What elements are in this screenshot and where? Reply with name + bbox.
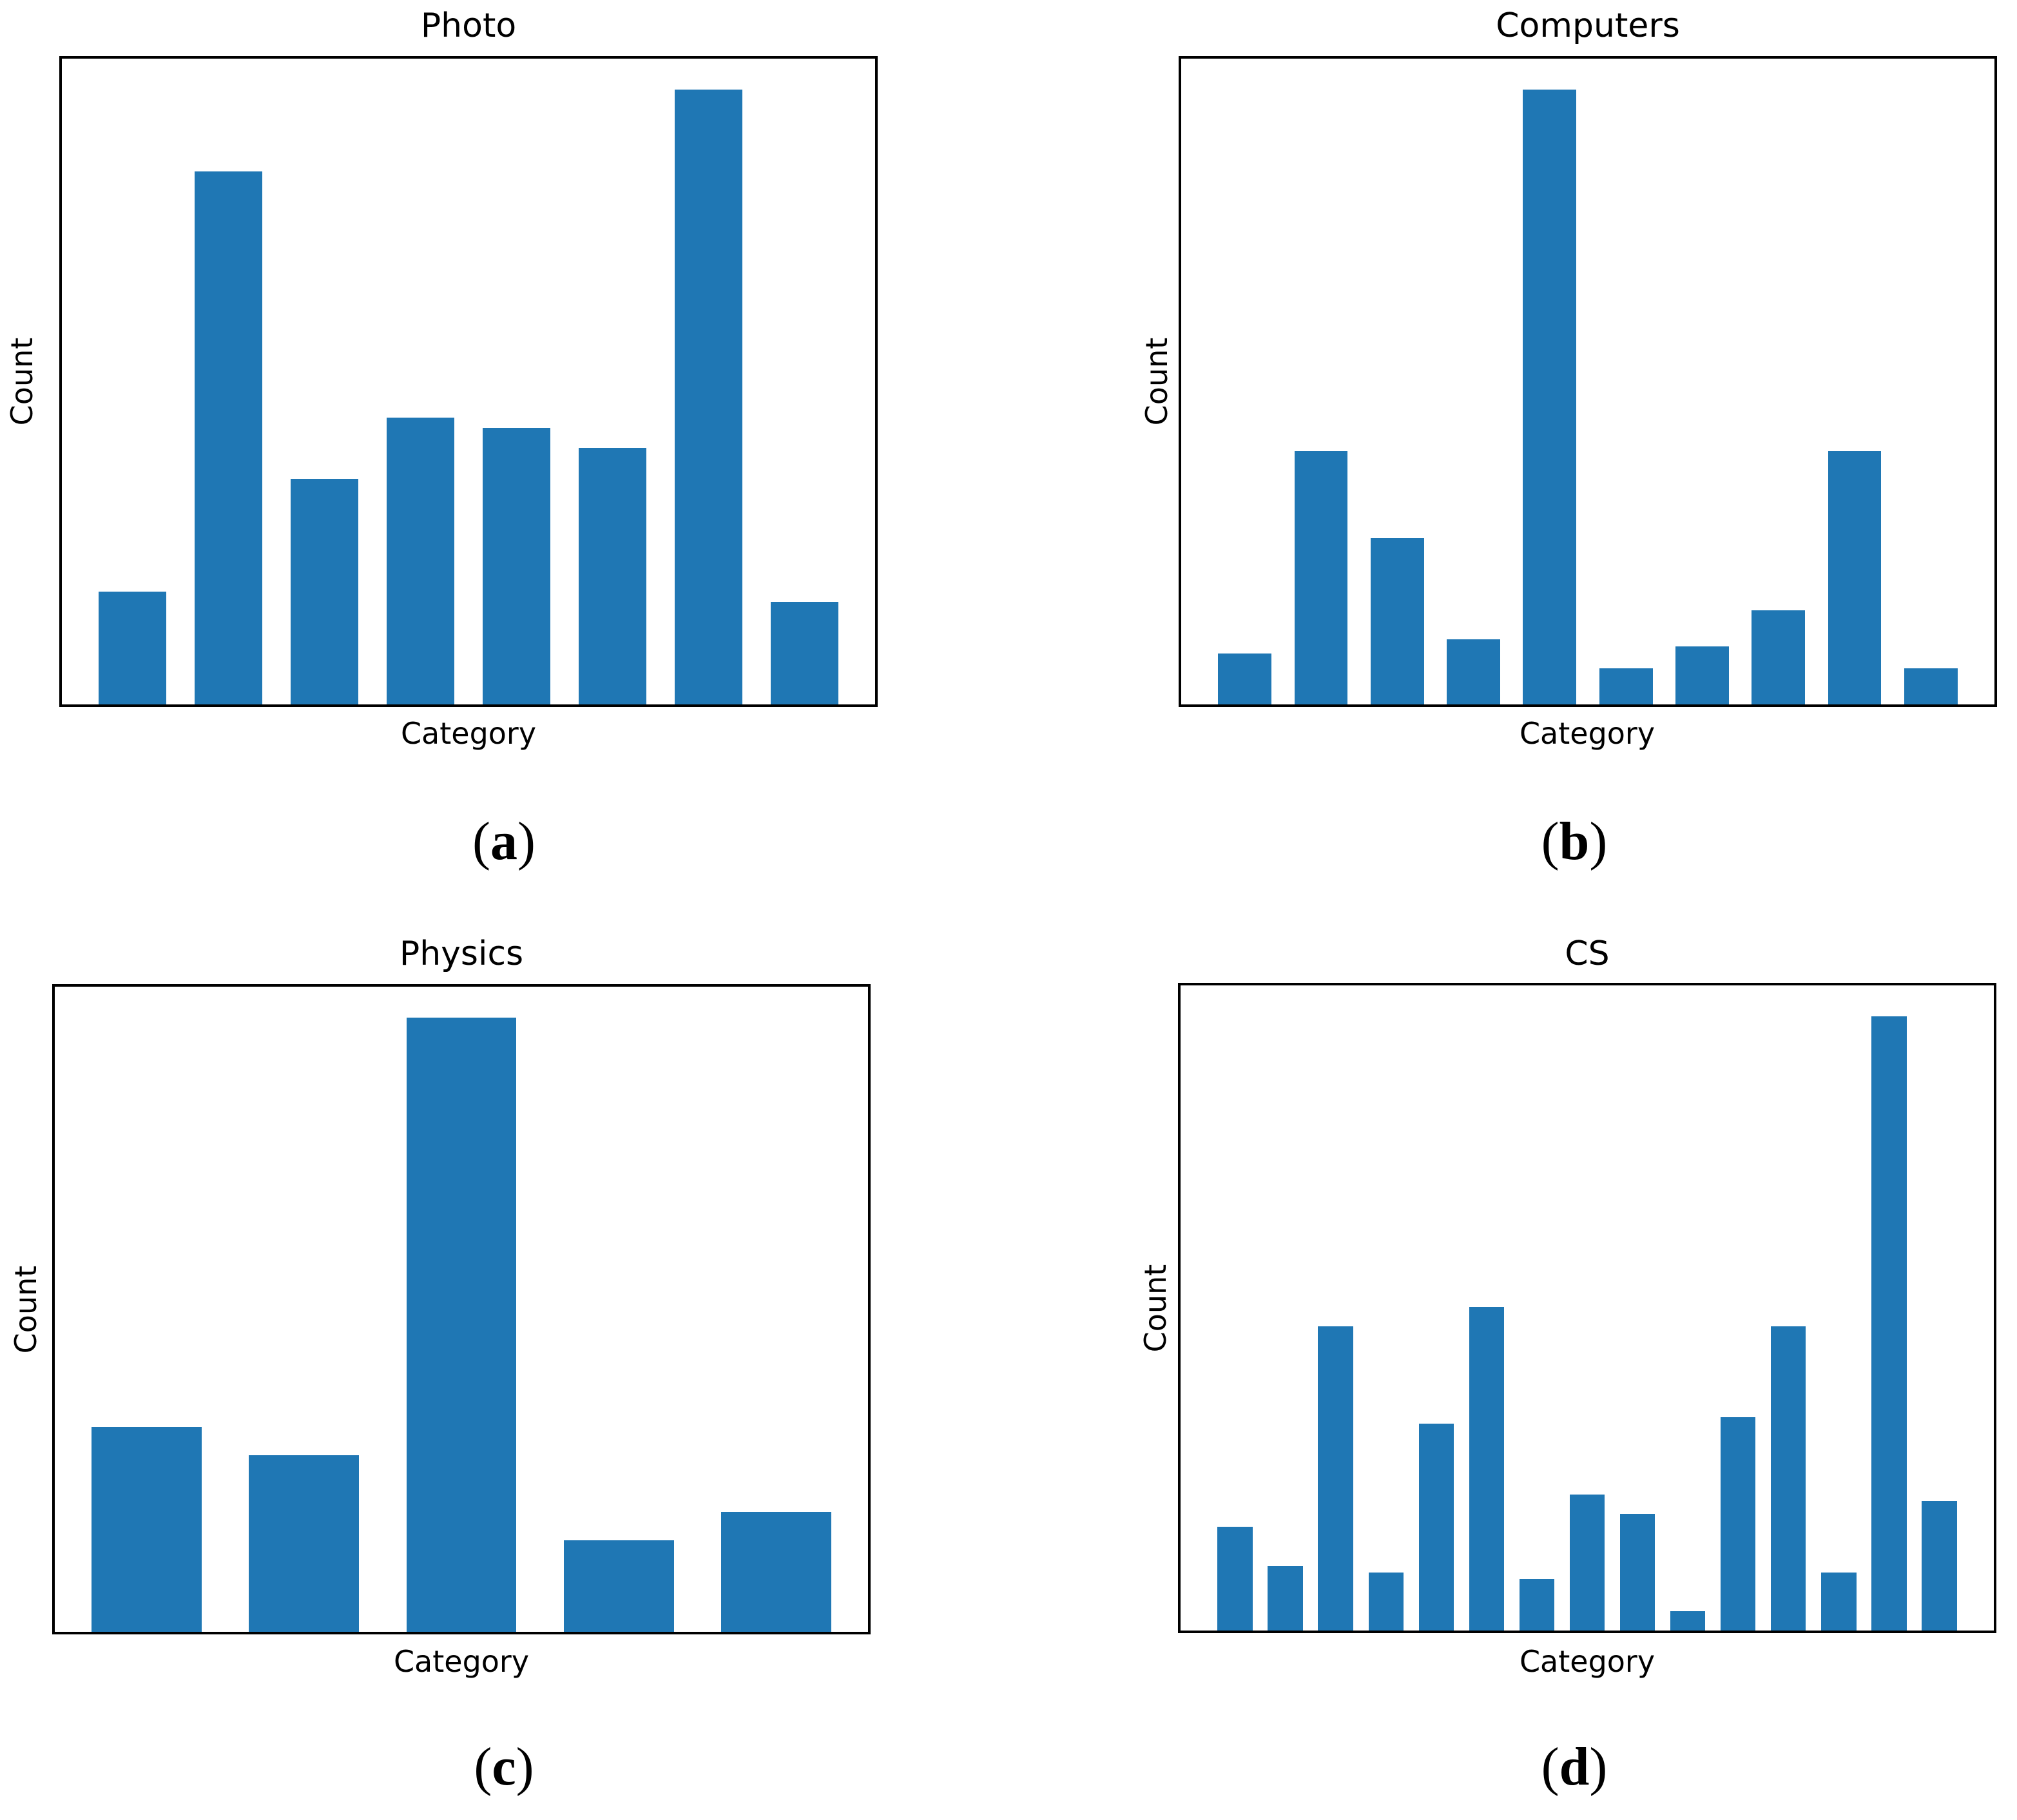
bar [1418,1423,1454,1631]
caption-letter: b [1559,811,1590,871]
caption-paren: ( [474,1737,492,1797]
bar [195,171,262,704]
caption-paren: ( [1541,1737,1559,1797]
bar [1217,1527,1253,1631]
bar [1318,1326,1354,1631]
bar [1370,537,1424,704]
chart-title-physics: Physics [399,934,524,973]
caption-paren: ) [1589,1737,1608,1797]
y-axis-label: Count [1138,1264,1173,1353]
x-axis-label: Category [1519,1644,1655,1679]
bar [249,1455,360,1632]
caption-paren: ) [517,811,536,871]
bar [1922,1501,1957,1631]
bars-physics [55,987,868,1632]
bar [1469,1307,1505,1631]
subfigure-caption-b: (b) [1445,809,1703,874]
bar [387,417,454,704]
bars-computers [1181,59,1994,704]
caption-paren: ( [472,811,490,871]
bar [1770,1326,1806,1631]
bar [675,89,742,704]
bar [99,592,166,704]
chart-title-cs: CS [1565,934,1610,973]
y-axis-label: Count [5,337,39,426]
caption-letter: a [490,811,517,871]
bar [92,1427,202,1632]
bar [1904,668,1958,704]
caption-paren: ) [516,1737,534,1797]
caption-paren: ) [1589,811,1608,871]
chart-title-computers: Computers [1496,6,1680,45]
subfigure-caption-d: (d) [1445,1735,1703,1799]
bar [1447,639,1500,704]
plot-area-cs [1178,983,1996,1633]
bar [1523,89,1577,704]
y-axis-label: Count [8,1265,43,1354]
caption-letter: c [492,1737,516,1797]
bar [1670,1611,1706,1631]
bar [771,601,838,704]
y-axis-label: Count [1139,337,1174,426]
bar [406,1017,517,1632]
bar [1218,653,1272,704]
plot-area-computers [1179,56,1997,707]
bar [483,427,550,704]
x-axis-label: Category [400,716,537,751]
chart-title-photo: Photo [420,6,517,45]
bars-photo [62,59,875,704]
subfigure-caption-a: (a) [375,809,633,874]
bar [579,448,646,704]
bar [1871,1016,1907,1631]
plot-area-photo [59,56,878,707]
x-axis-label: Category [1519,716,1655,751]
bar [1828,451,1882,704]
bar [1675,646,1729,704]
bar [1519,1578,1555,1631]
bar [1294,451,1348,704]
bar [291,479,358,704]
x-axis-label: Category [393,1644,530,1679]
subfigure-caption-c: (c) [375,1735,633,1799]
caption-paren: ( [1541,811,1559,871]
bar [563,1540,674,1632]
bar [1619,1514,1655,1631]
bar [1599,668,1653,704]
bar [1368,1572,1404,1631]
bars-cs [1181,985,1994,1631]
bar [720,1511,831,1632]
bar [1268,1565,1304,1631]
bar [1752,610,1806,704]
bar [1820,1572,1857,1631]
bar [1720,1417,1756,1631]
caption-letter: d [1559,1737,1590,1797]
bar [1569,1495,1605,1631]
plot-area-physics [52,984,871,1634]
